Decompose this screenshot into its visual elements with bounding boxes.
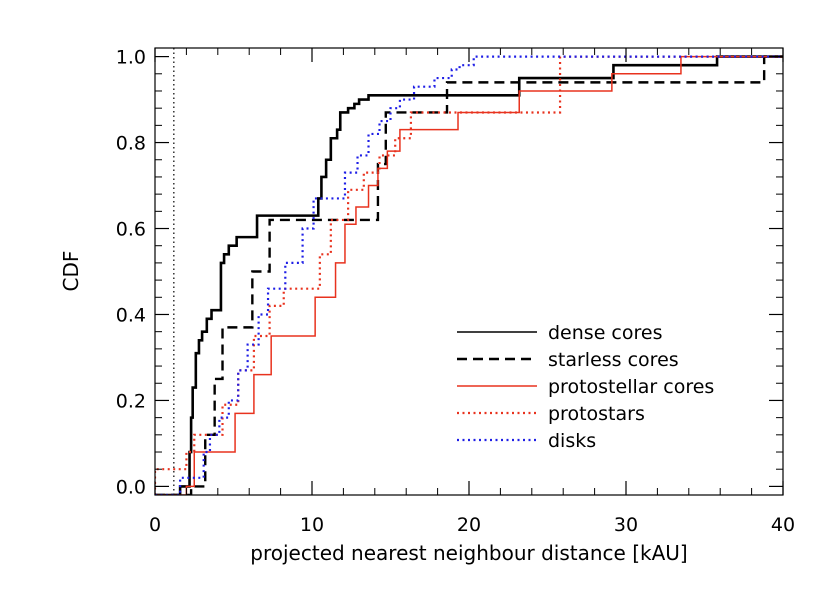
x-tick-label: 20 bbox=[457, 514, 481, 536]
series-line-dense-cores bbox=[155, 55, 783, 495]
y-tick-label: 0.4 bbox=[116, 304, 146, 326]
series-line-protostellar-cores bbox=[155, 55, 783, 495]
legend-label: dense cores bbox=[548, 322, 662, 344]
legend-label: starless cores bbox=[548, 349, 679, 371]
series-layer bbox=[155, 55, 783, 495]
legend-label: protostars bbox=[548, 403, 645, 425]
y-axis-label: CDF bbox=[59, 251, 83, 292]
y-tick-label: 0.2 bbox=[116, 390, 146, 412]
legend-label: protostellar cores bbox=[548, 376, 714, 398]
y-tick-label: 1.0 bbox=[116, 47, 146, 69]
x-axis-label: projected nearest neighbour distance [kA… bbox=[250, 541, 687, 565]
legend: dense cores starless cores protostellar co… bbox=[457, 322, 714, 452]
x-tick-label: 40 bbox=[771, 514, 795, 536]
series-line-starless-cores bbox=[155, 55, 783, 495]
series-line-disks bbox=[155, 55, 783, 495]
legend-label: disks bbox=[548, 430, 596, 452]
x-tick-label: 10 bbox=[300, 514, 324, 536]
x-tick-label: 30 bbox=[614, 514, 638, 536]
x-tick-label: 0 bbox=[149, 514, 161, 536]
y-tick-label: 0.6 bbox=[116, 219, 146, 241]
y-tick-label: 0.8 bbox=[116, 133, 146, 155]
y-tick-label: 0.0 bbox=[116, 476, 146, 498]
tick-layer: 0 10 20 30 40 0.0 0.2 0.4 0.6 0.8 1.0 bbox=[116, 47, 795, 536]
